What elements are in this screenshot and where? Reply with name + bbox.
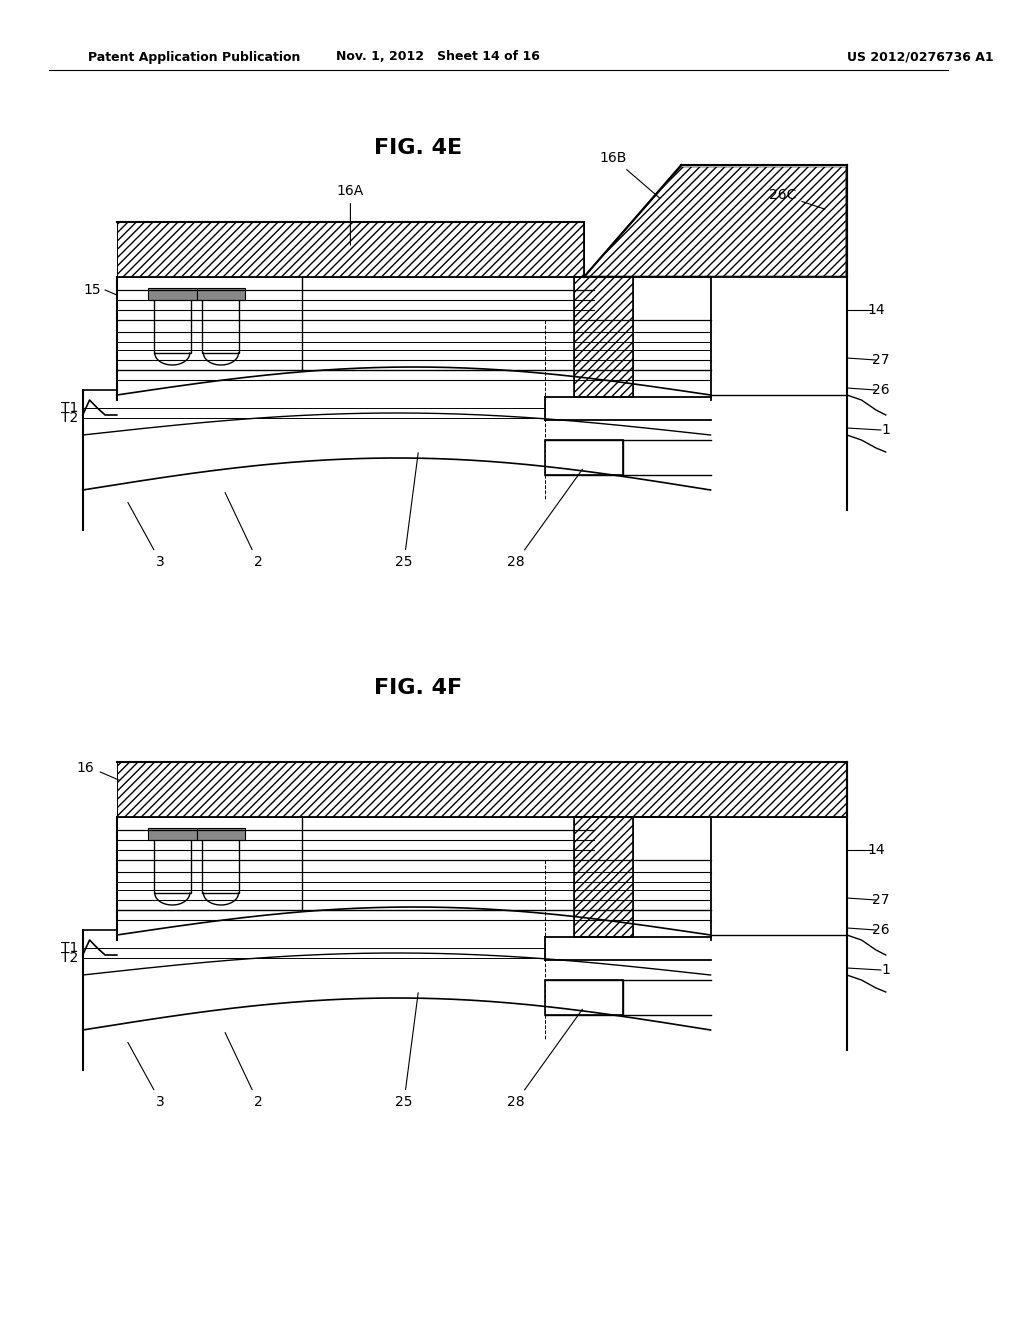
Bar bbox=[154, 836, 190, 894]
Text: 3: 3 bbox=[128, 503, 165, 569]
Text: 28: 28 bbox=[507, 1010, 583, 1109]
Polygon shape bbox=[584, 165, 847, 277]
Text: T1: T1 bbox=[61, 941, 79, 954]
Bar bbox=[117, 762, 847, 817]
Text: 16B: 16B bbox=[599, 150, 659, 198]
Text: 16: 16 bbox=[77, 762, 94, 775]
Text: 26: 26 bbox=[872, 383, 890, 397]
Bar bbox=[147, 828, 197, 840]
Text: 2: 2 bbox=[225, 1032, 262, 1109]
Text: 27: 27 bbox=[872, 352, 890, 367]
Text: 1: 1 bbox=[882, 964, 890, 977]
Text: 16A: 16A bbox=[337, 183, 365, 246]
Bar bbox=[203, 294, 240, 352]
Bar bbox=[545, 979, 623, 1015]
Bar bbox=[574, 817, 633, 937]
Text: 14: 14 bbox=[867, 843, 885, 857]
Text: FIG. 4E: FIG. 4E bbox=[375, 139, 463, 158]
Text: 15: 15 bbox=[84, 282, 101, 297]
Text: T2: T2 bbox=[61, 411, 79, 425]
Text: 2: 2 bbox=[225, 492, 262, 569]
Bar bbox=[154, 294, 190, 352]
Bar bbox=[197, 288, 246, 300]
Text: 28: 28 bbox=[507, 469, 583, 569]
Text: 25: 25 bbox=[395, 993, 418, 1109]
Text: 26C: 26C bbox=[769, 187, 824, 209]
Text: T2: T2 bbox=[61, 950, 79, 965]
Bar bbox=[574, 817, 633, 937]
Text: T1: T1 bbox=[61, 401, 79, 414]
Text: 14: 14 bbox=[867, 304, 885, 317]
Text: 26: 26 bbox=[872, 923, 890, 937]
Text: Patent Application Publication: Patent Application Publication bbox=[88, 50, 300, 63]
Bar bbox=[545, 440, 623, 475]
Bar bbox=[117, 222, 584, 277]
Text: US 2012/0276736 A1: US 2012/0276736 A1 bbox=[847, 50, 993, 63]
Text: 25: 25 bbox=[395, 453, 418, 569]
Text: 3: 3 bbox=[128, 1043, 165, 1109]
Bar bbox=[203, 836, 240, 894]
Bar bbox=[147, 288, 197, 300]
Bar bbox=[197, 828, 246, 840]
Text: Nov. 1, 2012   Sheet 14 of 16: Nov. 1, 2012 Sheet 14 of 16 bbox=[336, 50, 540, 63]
Text: 1: 1 bbox=[882, 422, 890, 437]
Text: 27: 27 bbox=[872, 894, 890, 907]
Polygon shape bbox=[585, 168, 846, 276]
Bar bbox=[574, 277, 633, 397]
Text: FIG. 4F: FIG. 4F bbox=[375, 678, 463, 698]
Bar bbox=[574, 277, 633, 397]
